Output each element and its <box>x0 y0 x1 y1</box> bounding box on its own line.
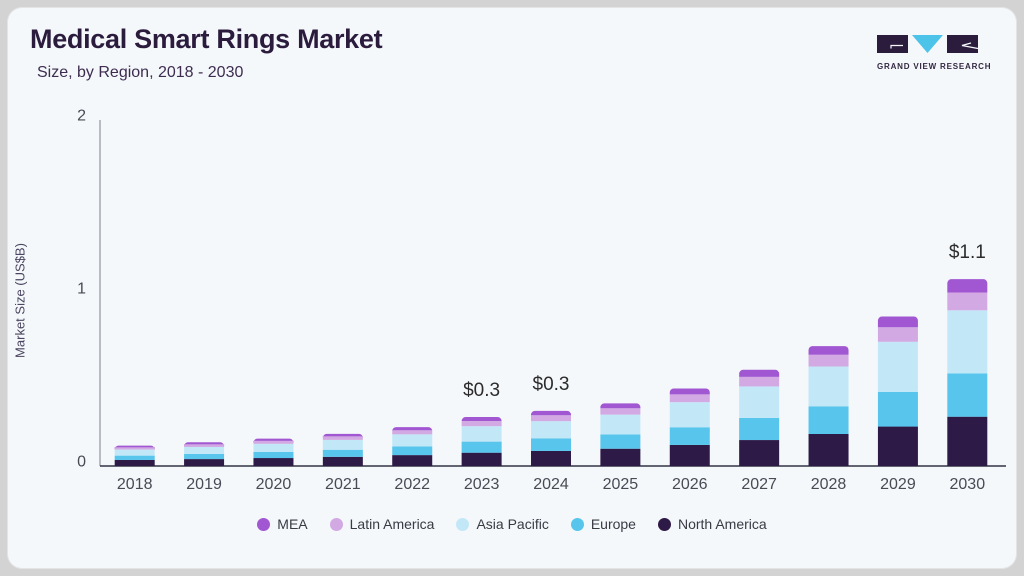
svg-text:2021: 2021 <box>325 476 361 493</box>
svg-text:2024: 2024 <box>533 476 569 493</box>
svg-text:2: 2 <box>77 108 86 125</box>
svg-text:2018: 2018 <box>117 476 153 493</box>
svg-text:$0.3: $0.3 <box>463 380 500 401</box>
svg-text:$0.3: $0.3 <box>533 374 570 395</box>
svg-text:2026: 2026 <box>672 476 708 493</box>
svg-text:2022: 2022 <box>394 476 430 493</box>
svg-text:2028: 2028 <box>811 476 847 493</box>
svg-text:2019: 2019 <box>186 476 222 493</box>
svg-text:2030: 2030 <box>950 476 986 493</box>
svg-text:2025: 2025 <box>603 476 639 493</box>
svg-text:0: 0 <box>77 454 86 471</box>
svg-text:2027: 2027 <box>741 476 777 493</box>
svg-text:$1.1: $1.1 <box>949 242 986 263</box>
svg-text:2029: 2029 <box>880 476 916 493</box>
svg-text:2020: 2020 <box>256 476 292 493</box>
svg-text:1: 1 <box>77 281 86 298</box>
svg-text:2023: 2023 <box>464 476 500 493</box>
